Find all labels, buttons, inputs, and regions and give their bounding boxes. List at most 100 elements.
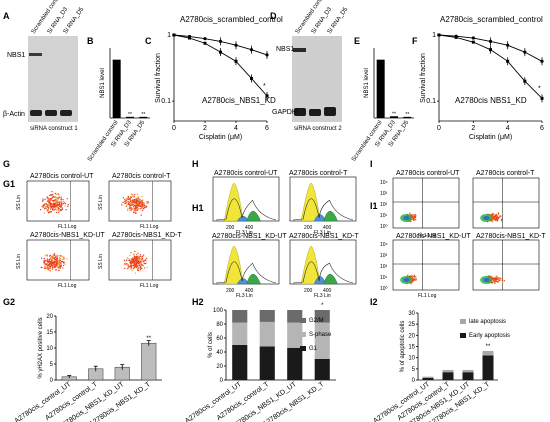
event-dot	[50, 259, 52, 261]
event-dot	[132, 257, 134, 259]
flow-i-title: A2780cis-NBS1_KD-T	[476, 233, 546, 240]
event-dot	[490, 220, 492, 222]
event-dot	[128, 258, 130, 260]
event-dot	[54, 256, 56, 258]
event-dot	[129, 200, 131, 202]
event-dot	[495, 219, 498, 221]
event-dot	[129, 206, 131, 208]
event-dot	[49, 207, 51, 209]
flow-i-ytick: 10⁰	[380, 286, 388, 292]
event-dot	[47, 261, 50, 263]
event-dot	[129, 254, 131, 257]
event-dot	[141, 259, 143, 261]
flow-i-ytick: 10¹	[380, 275, 388, 281]
event-dot	[491, 278, 493, 280]
event-dot	[47, 200, 49, 203]
y-tick-label: 20	[216, 364, 223, 370]
event-dot	[54, 266, 56, 268]
event-dot	[132, 204, 134, 206]
event-dot	[51, 196, 54, 198]
event-dot	[498, 277, 501, 279]
blot-d-nbs1-band	[293, 48, 306, 52]
event-dot	[46, 200, 48, 202]
event-dot	[131, 259, 133, 261]
event-dot	[52, 204, 54, 206]
event-dot	[501, 279, 503, 281]
event-dot	[134, 200, 136, 202]
event-dot	[496, 215, 499, 217]
event-dot	[48, 260, 50, 262]
g1-peak	[300, 182, 321, 222]
panel-label-i1: I1	[370, 201, 378, 211]
event-dot	[56, 254, 58, 256]
event-dot	[130, 209, 132, 211]
event-dot	[139, 269, 142, 271]
event-dot	[62, 267, 64, 269]
event-dot	[130, 202, 132, 204]
event-dot	[55, 199, 57, 201]
event-dot	[130, 266, 133, 268]
flow-i-ytick: 10⁰	[380, 224, 388, 230]
event-dot	[136, 258, 138, 260]
event-dot	[133, 263, 135, 265]
event-dot	[136, 265, 139, 267]
panel-label-b: B	[87, 36, 94, 46]
event-dot	[494, 215, 496, 218]
event-dot	[129, 201, 132, 203]
event-dot	[135, 259, 137, 261]
event-dot	[135, 208, 137, 210]
event-dot	[50, 263, 53, 266]
event-dot	[143, 254, 145, 256]
event-dot	[54, 193, 56, 195]
event-dot	[64, 205, 66, 207]
event-dot	[58, 267, 60, 269]
event-dot	[131, 263, 133, 265]
event-dot	[50, 199, 52, 201]
flow-g-yaxis: SS Lin	[16, 254, 22, 269]
event-dot	[59, 208, 61, 211]
event-dot	[57, 207, 59, 210]
event-dot	[57, 266, 59, 268]
event-dot	[137, 200, 139, 202]
event-dot	[60, 203, 62, 205]
event-dot	[54, 258, 56, 260]
event-dot	[49, 260, 51, 263]
series-label: A2780cis_scrambled_control	[180, 15, 283, 24]
bar-segment	[482, 355, 494, 380]
event-dot	[55, 259, 57, 261]
event-dot	[135, 256, 138, 259]
blot-d-label-gapdh: GAPDH	[272, 109, 297, 116]
event-dot	[136, 203, 138, 205]
event-dot	[138, 256, 140, 259]
scatter-plot-g	[26, 180, 90, 222]
event-dot	[139, 264, 141, 267]
event-dot	[125, 202, 127, 204]
event-dot	[124, 260, 126, 263]
event-dot	[55, 261, 57, 263]
event-dot	[143, 260, 145, 262]
event-dot	[491, 220, 493, 222]
flow-h-tick: 400	[323, 288, 332, 294]
bar-segment	[259, 310, 275, 322]
western-blot-a: Scrambled control Si RNA_D3 Si RNA_D5 NB…	[3, 0, 86, 132]
event-dot	[137, 252, 139, 254]
event-dot	[133, 260, 135, 262]
event-dot	[137, 204, 139, 206]
y-tick-label: 0	[412, 378, 416, 384]
event-dot	[50, 211, 52, 213]
y-tick-label: 20	[408, 333, 415, 339]
event-dot	[134, 207, 136, 210]
event-dot	[54, 206, 56, 208]
event-dot	[51, 266, 54, 269]
event-dot	[55, 200, 57, 202]
event-dot	[46, 197, 48, 199]
event-dot	[59, 201, 61, 203]
event-dot	[144, 206, 146, 208]
event-dot	[127, 267, 129, 269]
event-dot	[130, 260, 132, 262]
flow-h-xaxis: FL3 Lin	[314, 230, 331, 236]
panel-label-i: I	[370, 159, 373, 169]
y-tick-label: 1	[167, 32, 171, 39]
blot-a-label-nbs1: NBS1	[7, 52, 25, 59]
event-dot	[50, 262, 52, 265]
